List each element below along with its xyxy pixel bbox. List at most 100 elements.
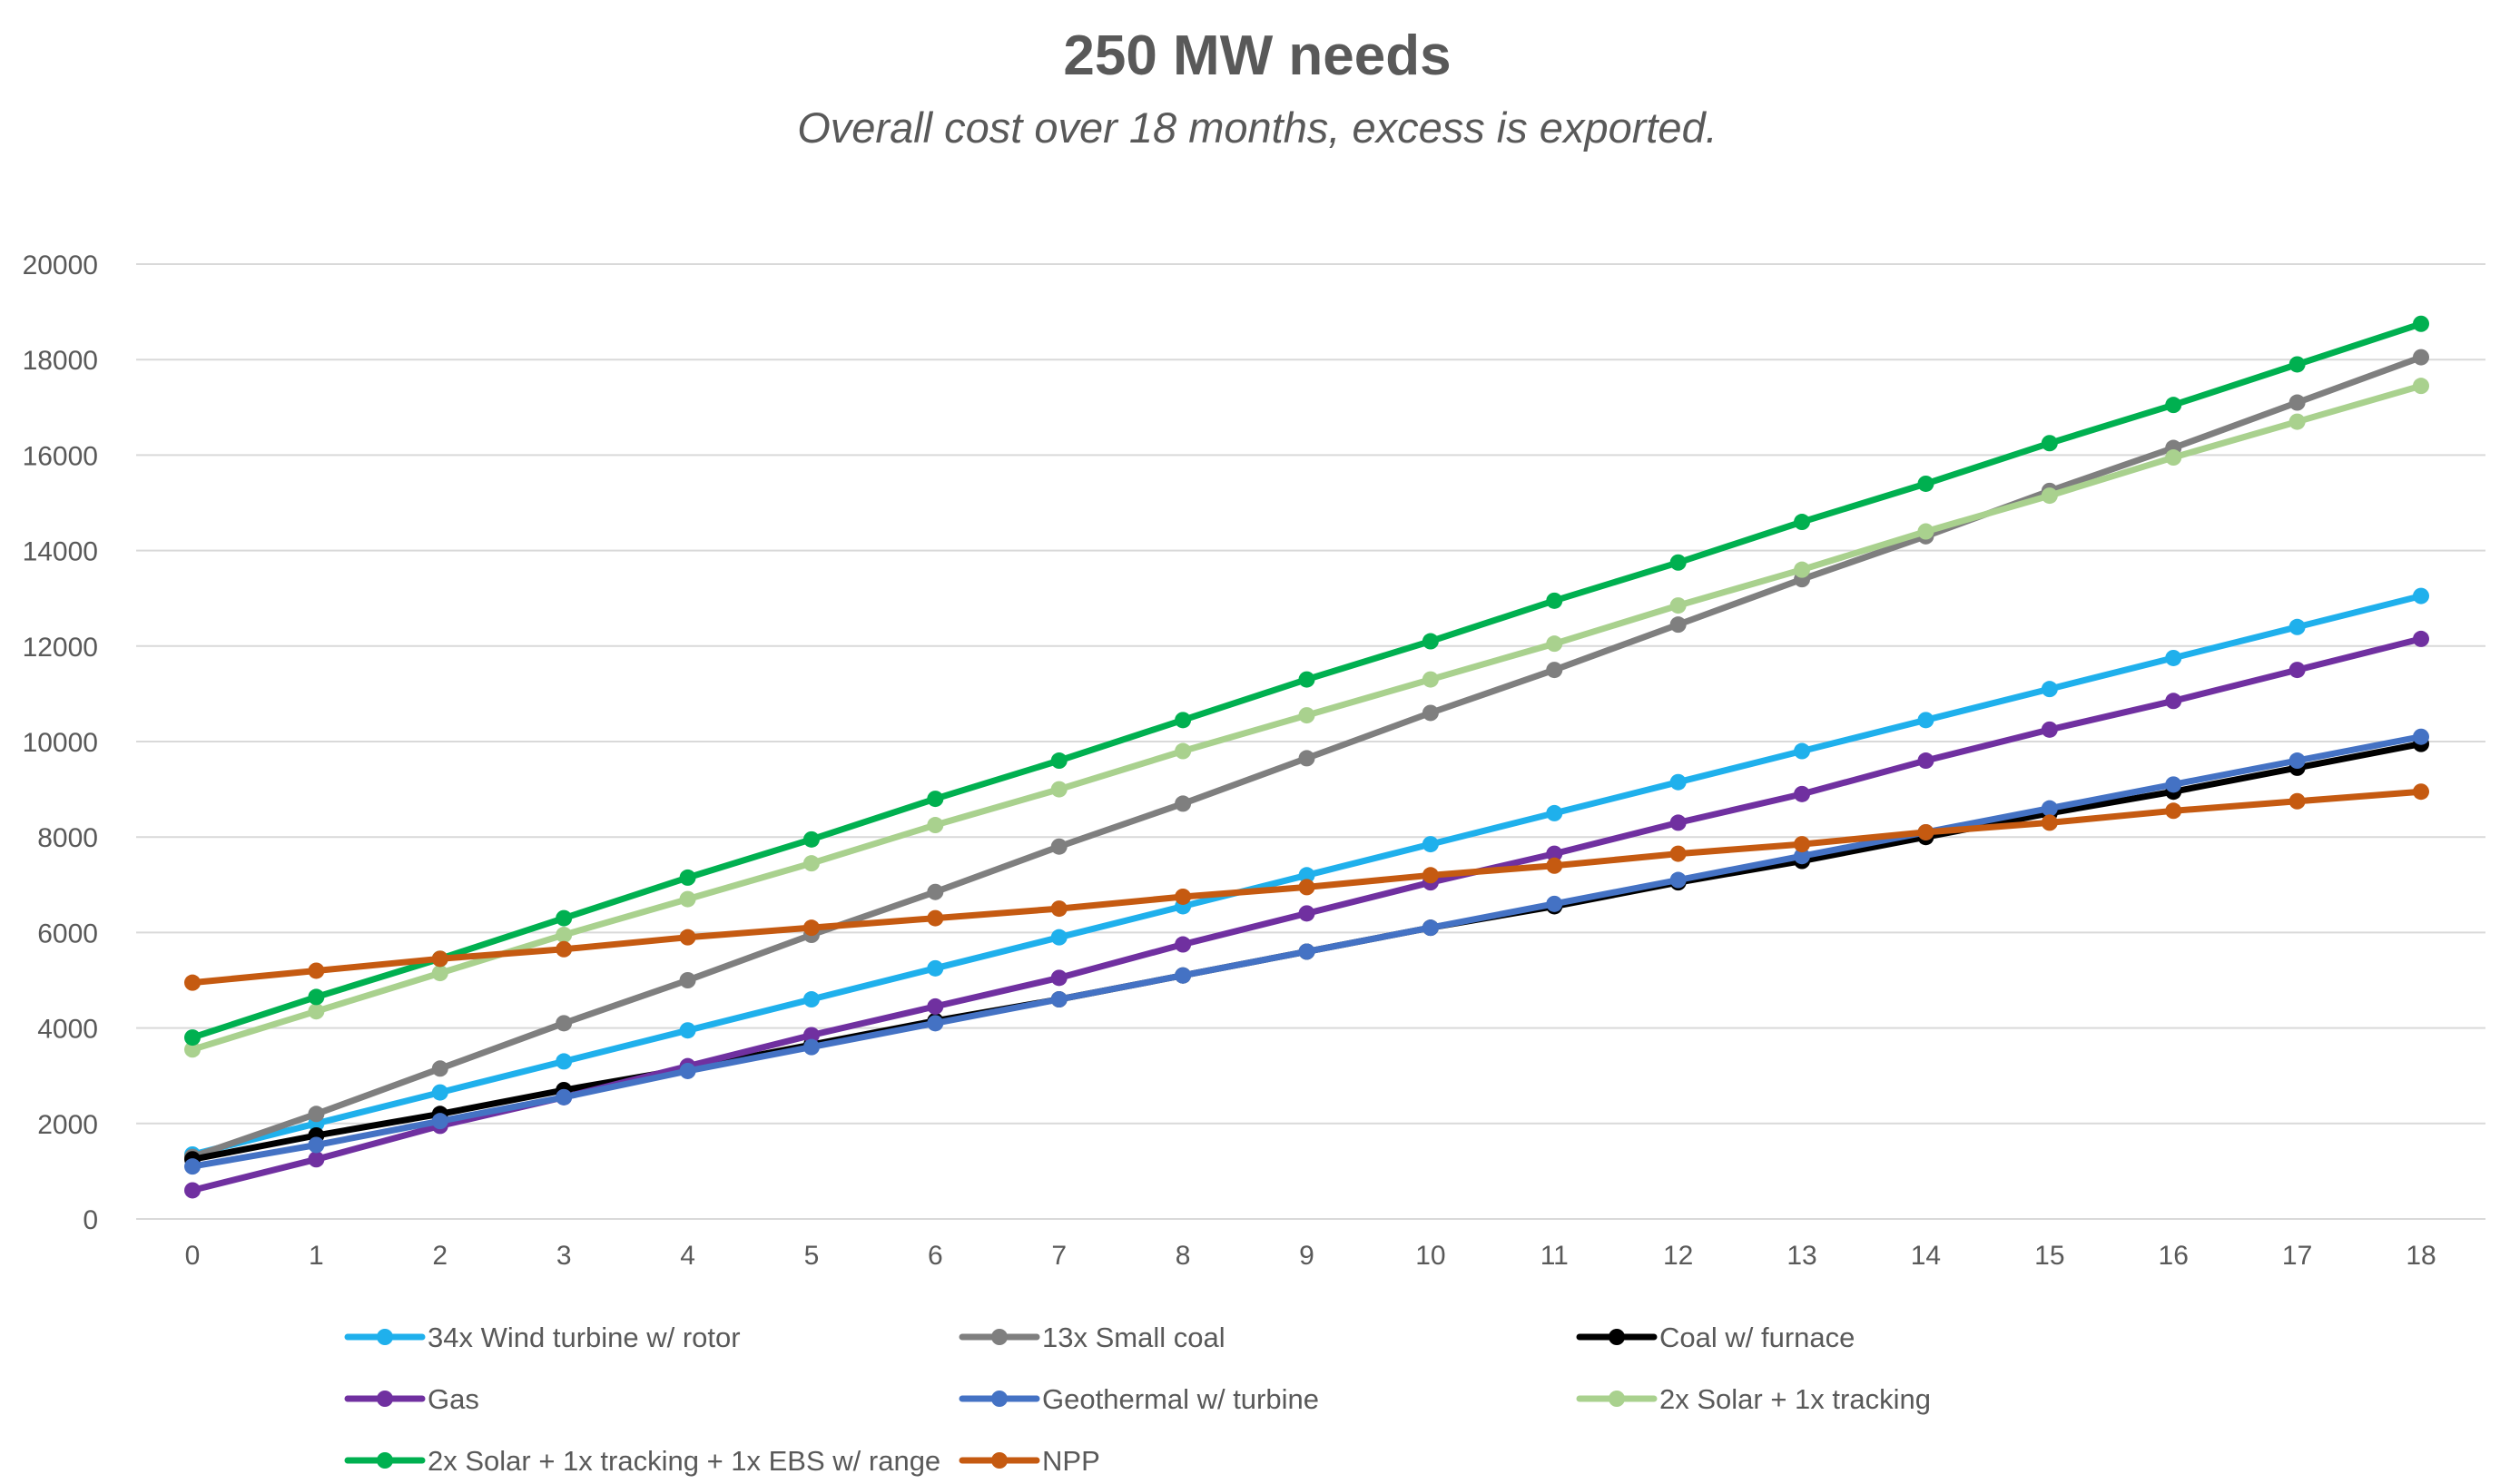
x-tick-label: 7 (1051, 1241, 1067, 1271)
data-point (1422, 704, 1439, 722)
data-point (1669, 554, 1687, 571)
y-tick-label: 14000 (23, 537, 98, 567)
legend-swatch-marker (377, 1329, 393, 1345)
data-point (2413, 315, 2429, 332)
data-point (927, 791, 944, 808)
data-point (1546, 845, 1563, 862)
data-point (1175, 967, 1192, 984)
data-point (1794, 561, 1811, 578)
data-point (1175, 888, 1192, 905)
data-point (2165, 802, 2182, 820)
data-point (184, 1041, 201, 1058)
x-tick-label: 1 (309, 1241, 324, 1271)
data-point (431, 1084, 448, 1101)
x-tick-label: 5 (804, 1241, 820, 1271)
data-point (1298, 750, 1315, 767)
series-5 (184, 728, 2429, 1175)
data-point (2041, 814, 2058, 831)
data-point (1422, 919, 1439, 937)
legend-item: 2x Solar + 1x tracking + 1x EBS w/ range (344, 1445, 940, 1477)
data-point (2041, 487, 2058, 505)
series-2 (184, 349, 2429, 1165)
legend-swatch-marker (1609, 1329, 1625, 1345)
x-tick-label: 10 (1415, 1241, 1445, 1271)
data-point (1917, 752, 1934, 770)
data-point (1050, 900, 1068, 918)
legend-label: Gas (428, 1383, 479, 1415)
data-point (556, 1053, 573, 1070)
data-point (927, 909, 944, 927)
data-point (1050, 838, 1068, 855)
data-point (1917, 523, 1934, 540)
legend-swatch-marker (377, 1452, 393, 1469)
legend-swatch-marker (1609, 1391, 1625, 1407)
legend-item: 13x Small coal (959, 1322, 1225, 1353)
data-point (2165, 693, 2182, 710)
x-tick-label: 13 (1786, 1241, 1816, 1271)
data-point (1422, 867, 1439, 884)
data-point (184, 1029, 201, 1047)
legend-item: NPP (959, 1445, 1100, 1477)
legend-item: Coal w/ furnace (1576, 1322, 1855, 1353)
data-point (1794, 848, 1811, 865)
data-point (184, 1158, 201, 1175)
data-point (1794, 785, 1811, 802)
data-point (2041, 435, 2058, 452)
data-point (802, 830, 820, 848)
legend-item: Geothermal w/ turbine (959, 1383, 1319, 1415)
data-point (1669, 845, 1687, 862)
legend-label: Coal w/ furnace (1659, 1322, 1855, 1353)
y-tick-label: 8000 (37, 823, 98, 853)
gridlines (136, 263, 2485, 1125)
data-point (802, 1038, 820, 1056)
series-7 (184, 315, 2429, 1047)
data-point (1422, 836, 1439, 853)
x-tick-label: 18 (2406, 1241, 2436, 1271)
legend-item: 34x Wind turbine w/ rotor (344, 1322, 741, 1353)
data-point (2165, 397, 2182, 414)
data-point (556, 927, 573, 944)
data-point (556, 940, 573, 958)
data-point (1050, 991, 1068, 1008)
data-point (1422, 671, 1439, 688)
data-point (1669, 597, 1687, 614)
data-point (679, 890, 696, 908)
legend-swatch-marker (991, 1391, 1008, 1407)
data-point (2165, 776, 2182, 793)
data-point (2413, 630, 2429, 647)
y-tick-label: 18000 (23, 346, 98, 376)
x-tick-label: 15 (2034, 1241, 2064, 1271)
data-point (1298, 905, 1315, 922)
data-point (308, 962, 325, 979)
data-point (2288, 356, 2306, 373)
data-point (308, 988, 325, 1006)
data-point (308, 1003, 325, 1020)
data-point (431, 1113, 448, 1130)
data-point (1669, 814, 1687, 831)
data-point (1669, 871, 1687, 889)
data-point (1669, 616, 1687, 634)
data-point (2288, 752, 2306, 770)
data-point (1546, 857, 1563, 874)
data-point (2413, 587, 2429, 604)
data-point (1175, 712, 1192, 729)
y-tick-label: 16000 (23, 441, 98, 471)
data-point (1546, 662, 1563, 679)
x-tick-label: 2 (432, 1241, 448, 1271)
y-tick-label: 4000 (37, 1015, 98, 1045)
data-point (927, 959, 944, 977)
data-point (2041, 721, 2058, 738)
data-point (308, 1136, 325, 1154)
legend-label: 13x Small coal (1042, 1322, 1225, 1353)
data-point (927, 1015, 944, 1032)
legend: 34x Wind turbine w/ rotor 13x Small coal C… (344, 1322, 1931, 1477)
legend-swatch-marker (991, 1452, 1008, 1469)
data-point (1298, 867, 1315, 884)
y-tick-label: 2000 (37, 1110, 98, 1140)
data-point (556, 1088, 573, 1106)
data-point (1546, 804, 1563, 821)
data-point (679, 1022, 696, 1039)
y-tick-label: 12000 (23, 633, 98, 663)
y-tick-label: 6000 (37, 919, 98, 948)
